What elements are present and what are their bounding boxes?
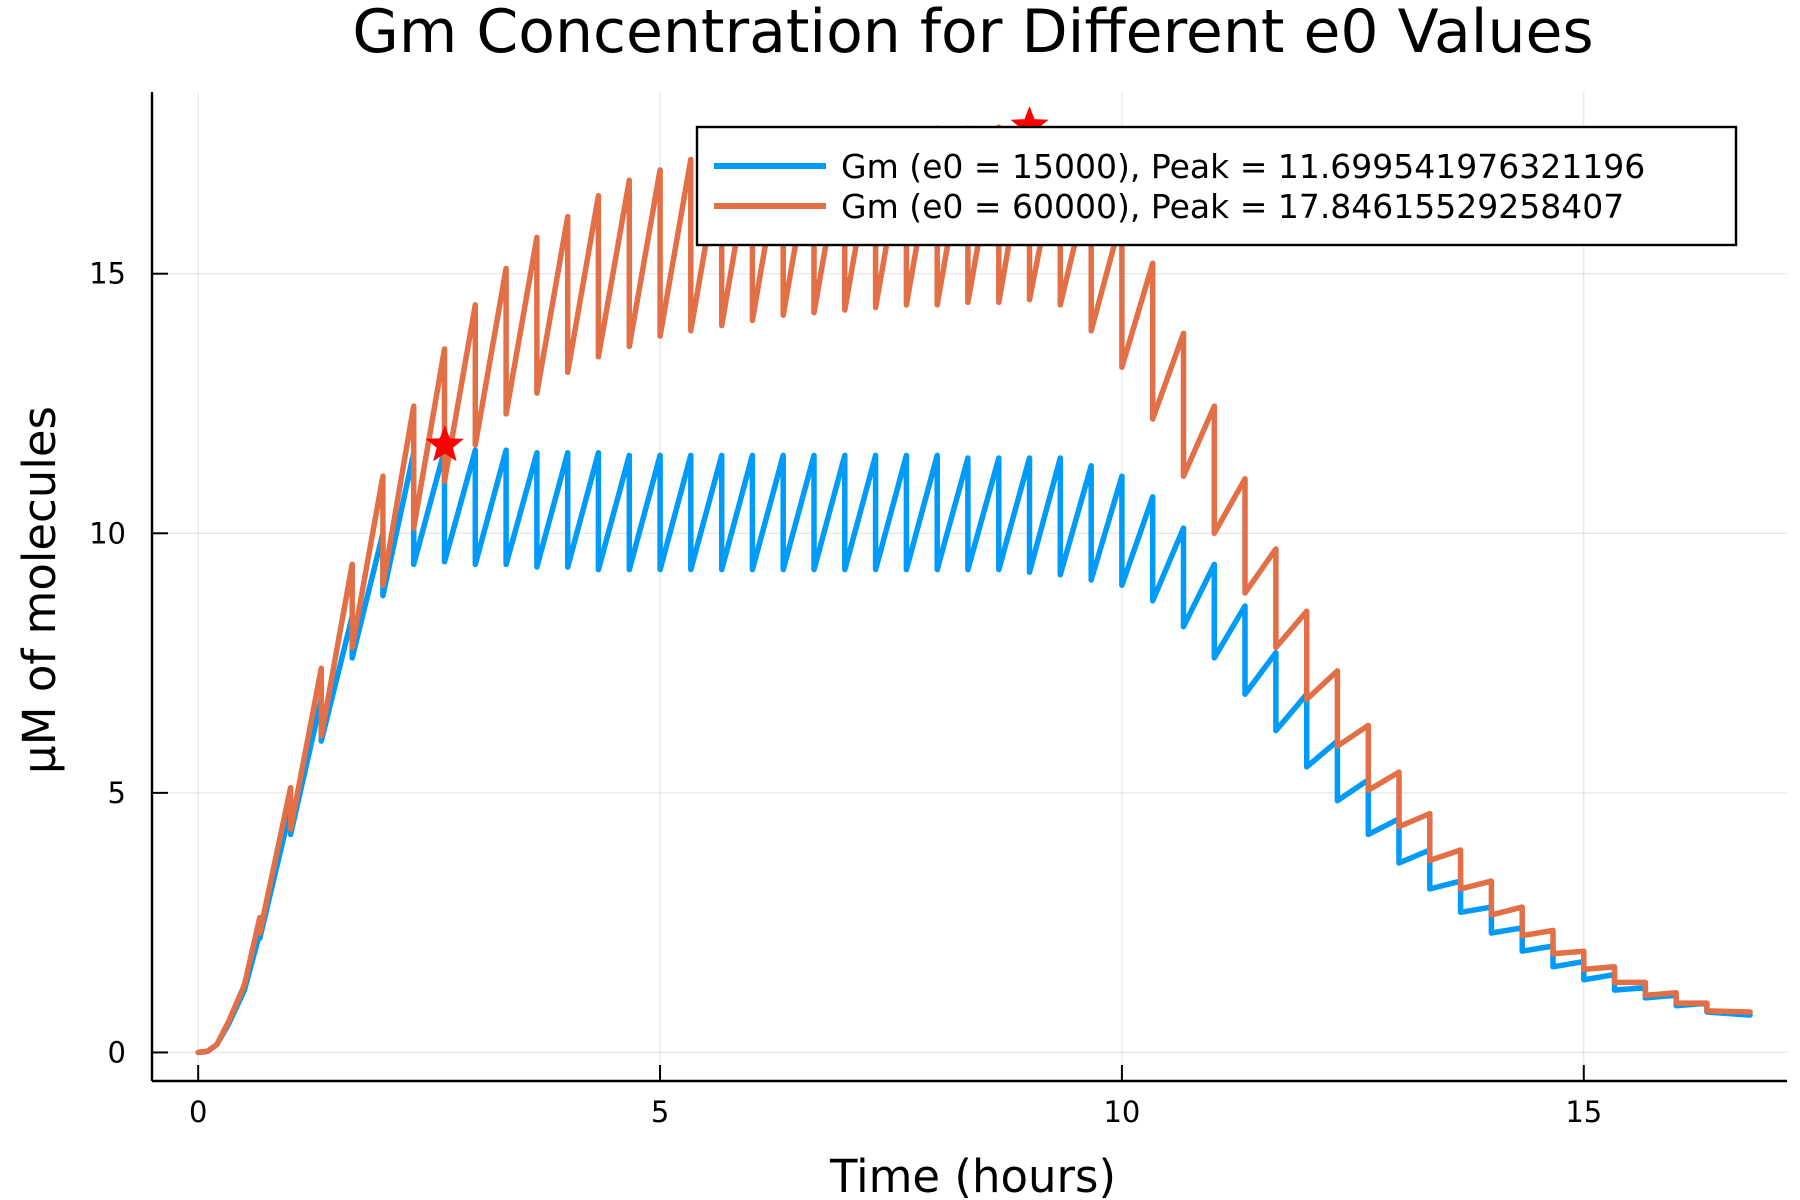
y-gridlines (152, 273, 1787, 1054)
legend: Gm (e0 = 15000), Peak = 11.6995419763211… (695, 125, 1738, 247)
legend-label-1: Gm (e0 = 60000), Peak = 17.8461552925840… (841, 187, 1624, 226)
x-tick-label: 10 (1103, 1095, 1140, 1129)
y-tick-label: 15 (89, 257, 126, 291)
series-line-0 (195, 447, 1753, 1056)
x-axis-ticks: 0 5 10 15 (189, 1065, 1602, 1129)
legend-box (695, 125, 1738, 247)
x-tick-label: 0 (189, 1095, 207, 1129)
y-tick-label: 5 (108, 776, 126, 810)
y-tick-label: 10 (89, 516, 126, 550)
peak-marker-0 (425, 425, 464, 462)
series-layer (195, 122, 1753, 1056)
y-tick-label: 0 (108, 1035, 126, 1069)
x-tick-label: 15 (1565, 1095, 1602, 1129)
x-axis-title: Time (hours) (829, 1150, 1116, 1200)
chart-title: Gm Concentration for Different e0 Values (352, 0, 1593, 67)
series-line-1 (195, 122, 1753, 1056)
peak-markers (425, 106, 1049, 462)
y-axis-ticks: 0 5 10 15 (89, 257, 168, 1069)
legend-label-0: Gm (e0 = 15000), Peak = 11.6995419763211… (841, 147, 1645, 186)
x-tick-label: 5 (651, 1095, 669, 1129)
y-axis-title: μM of molecules (13, 406, 66, 774)
peak-marker-1 (1010, 106, 1049, 143)
